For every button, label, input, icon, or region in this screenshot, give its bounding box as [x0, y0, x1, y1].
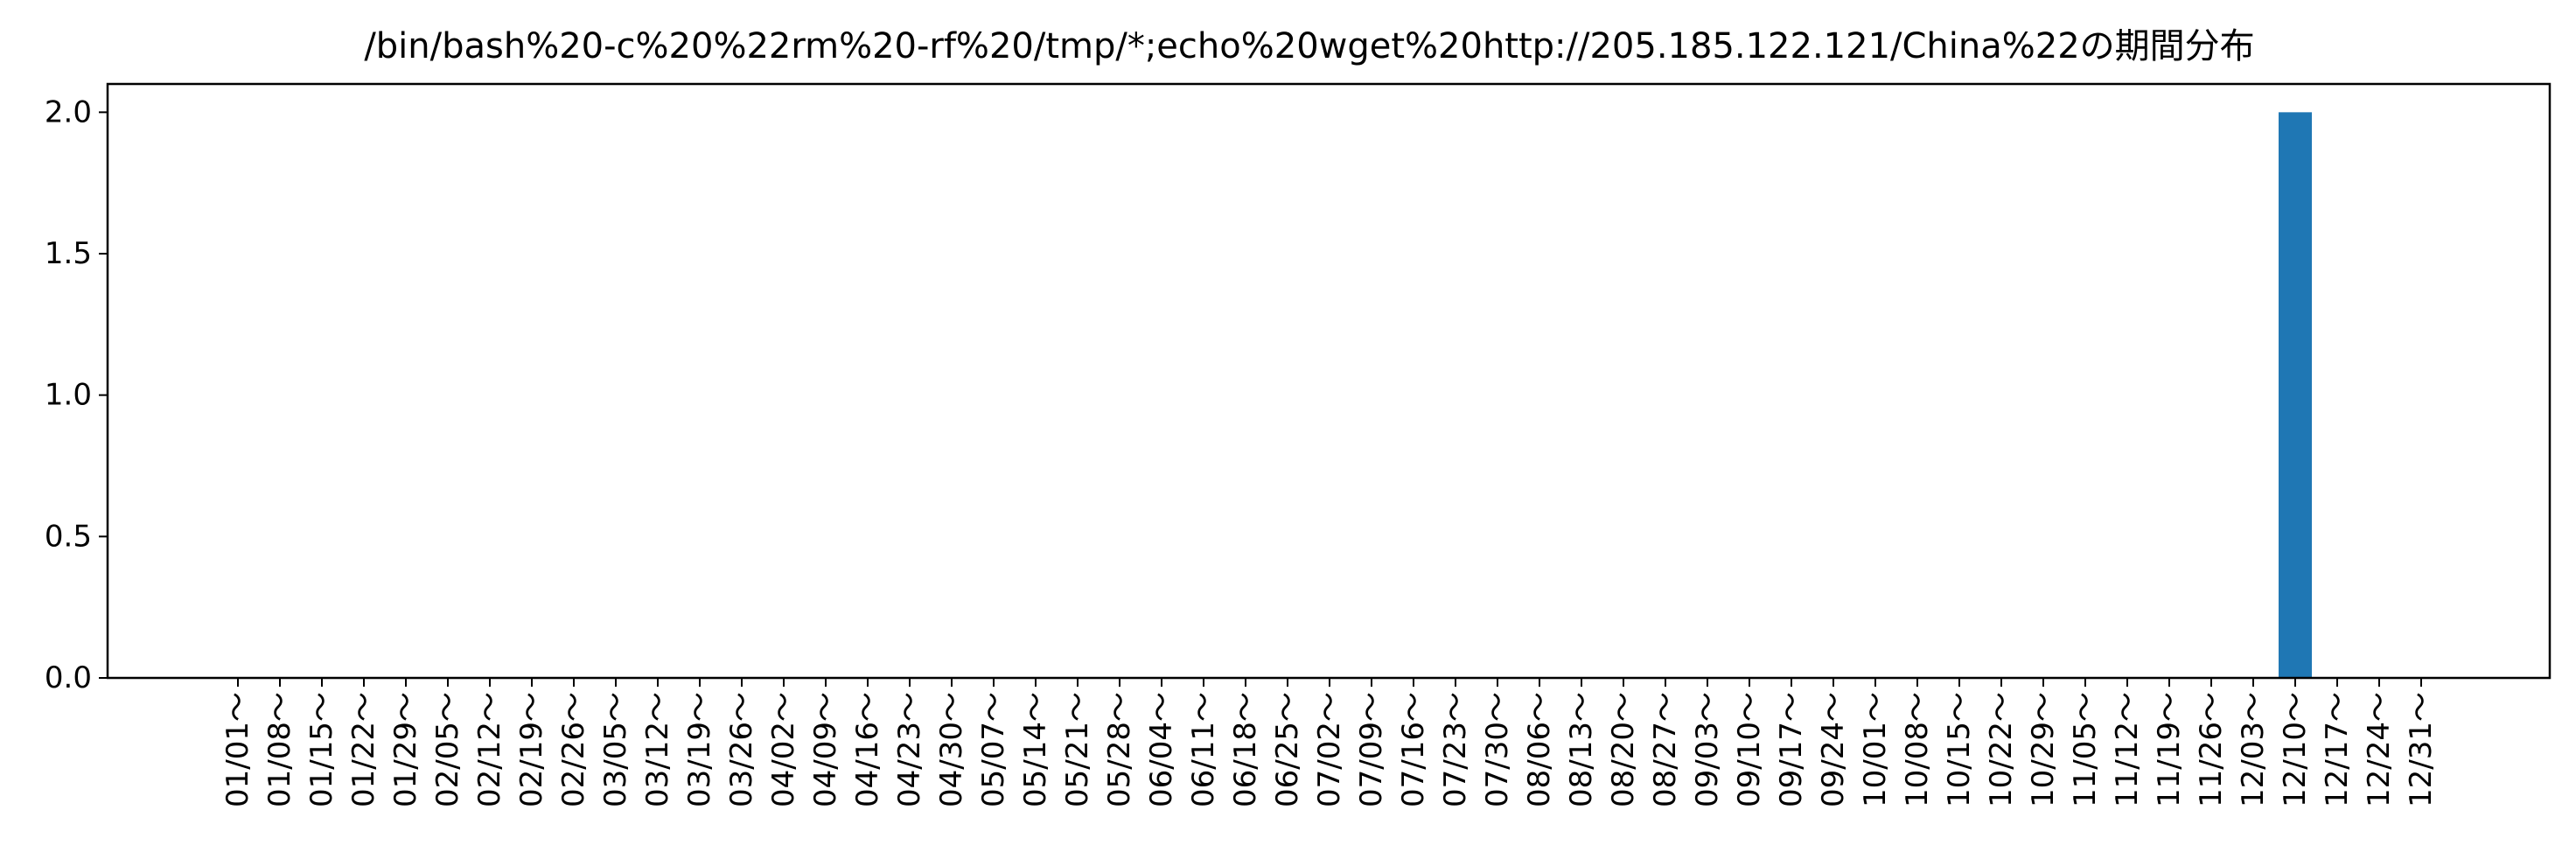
x-tick-label: 03/26～: [724, 692, 759, 807]
x-tick-label: 05/28～: [1102, 692, 1137, 807]
x-tick-label: 06/04～: [1144, 692, 1179, 807]
x-tick-label: 08/27～: [1648, 692, 1683, 807]
x-tick-label: 12/31～: [2404, 692, 2439, 807]
x-tick-label: 06/18～: [1228, 692, 1263, 807]
y-tick-label: 1.5: [45, 236, 92, 271]
x-tick-label: 10/15～: [1942, 692, 1977, 807]
x-tick-label: 04/30～: [934, 692, 969, 807]
plot-frame: [106, 82, 2552, 680]
x-tick-label: 09/24～: [1816, 692, 1851, 807]
x-tick-label: 02/05～: [430, 692, 465, 807]
x-tick-label: 01/15～: [304, 692, 339, 807]
x-tick-label: 11/26～: [2194, 692, 2229, 807]
x-tick-label: 11/12～: [2110, 692, 2145, 807]
x-tick-label: 08/13～: [1564, 692, 1599, 807]
x-tick-label: 04/23～: [892, 692, 927, 807]
chart-title: /bin/bash%20-c%20%22rm%20-rf%20/tmp/*;ec…: [364, 26, 2254, 66]
x-tick-label: 05/21～: [1060, 692, 1095, 807]
x-tick-label: 01/29～: [388, 692, 423, 807]
x-tick-label: 10/08～: [1900, 692, 1935, 807]
x-tick-label: 02/26～: [556, 692, 591, 807]
x-tick-label: 03/05～: [598, 692, 633, 807]
bar-49: [2279, 112, 2312, 679]
x-tick-label: 04/02～: [766, 692, 801, 807]
bars-group: [2279, 112, 2312, 679]
x-tick-label: 10/29～: [2026, 692, 2061, 807]
y-tick-label: 0.0: [45, 660, 92, 695]
x-tick-label: 04/09～: [808, 692, 843, 807]
x-axis: 01/01～ 01/08～ 01/15～ 01/22～ 01/29～ 02/05～ 02/1…: [220, 678, 2439, 807]
x-tick-label: 02/12～: [472, 692, 507, 807]
y-axis: 0.0 0.5 1.0 1.5 2.0: [45, 94, 108, 695]
x-tick-label: 05/07～: [976, 692, 1011, 807]
x-tick-label: 06/11～: [1186, 692, 1221, 807]
y-tick-label: 0.5: [45, 519, 92, 554]
x-tick-label: 03/12～: [640, 692, 675, 807]
x-tick-label: 01/22～: [346, 692, 381, 807]
x-tick-label: 07/16～: [1396, 692, 1431, 807]
x-tick-label: 09/17～: [1774, 692, 1809, 807]
x-tick-label: 07/30～: [1480, 692, 1515, 807]
x-tick-label: 02/19～: [514, 692, 549, 807]
x-tick-label: 07/02～: [1312, 692, 1347, 807]
x-tick-label: 06/25～: [1270, 692, 1305, 807]
x-tick-label: 10/01～: [1858, 692, 1893, 807]
x-tick-label: 11/05～: [2068, 692, 2103, 807]
x-tick-label: 08/20～: [1606, 692, 1641, 807]
x-tick-label: 12/24～: [2362, 692, 2397, 807]
x-tick-label: 09/03～: [1690, 692, 1725, 807]
x-tick-label: 08/06～: [1522, 692, 1557, 807]
x-tick-label: 05/14～: [1018, 692, 1053, 807]
x-tick-label: 07/23～: [1438, 692, 1473, 807]
y-tick-label: 1.0: [45, 378, 92, 413]
x-tick-label: 04/16～: [850, 692, 885, 807]
x-tick-label: 09/10～: [1732, 692, 1767, 807]
x-tick-label: 12/17～: [2320, 692, 2355, 807]
x-tick-label: 11/19～: [2152, 692, 2187, 807]
x-tick-label: 12/03～: [2236, 692, 2271, 807]
x-tick-label: 01/08～: [262, 692, 297, 807]
x-tick-label: 03/19～: [682, 692, 717, 807]
x-tick-label: 07/09～: [1354, 692, 1389, 807]
x-tick-label: 10/22～: [1984, 692, 2019, 807]
x-tick-label: 01/01～: [220, 692, 255, 807]
x-tick-label: 12/10～: [2278, 692, 2313, 807]
y-tick-label: 2.0: [45, 94, 92, 129]
